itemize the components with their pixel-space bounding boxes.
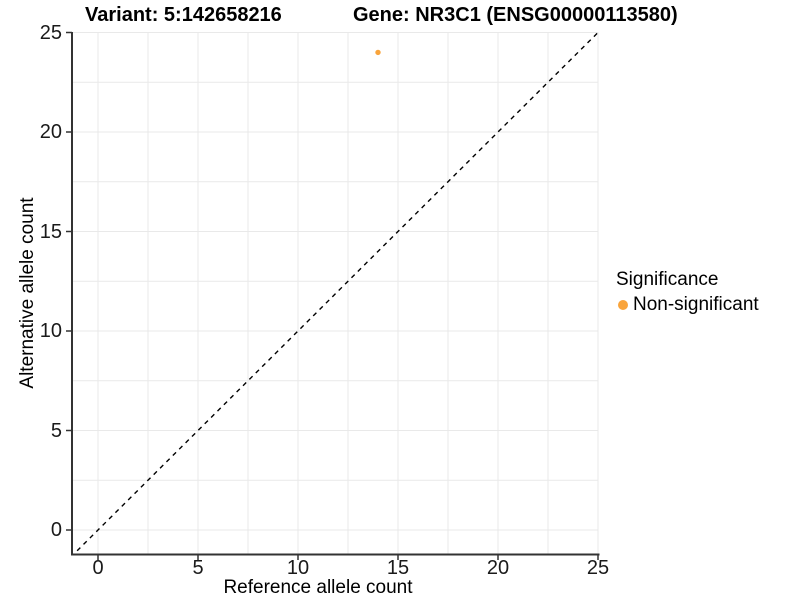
y-axis-title: Alternative allele count bbox=[17, 197, 38, 389]
y-tick-label: 20 bbox=[39, 121, 62, 143]
y-tick-label: 10 bbox=[39, 320, 62, 342]
x-tick-label: 0 bbox=[92, 557, 104, 579]
legend-item-label: Non-significant bbox=[633, 294, 759, 315]
legend-point-icon bbox=[618, 300, 628, 310]
legend-title: Significance bbox=[616, 269, 719, 290]
x-tick-label: 5 bbox=[192, 557, 204, 579]
y-tick-label: 0 bbox=[50, 519, 62, 541]
x-tick-label: 10 bbox=[286, 557, 310, 579]
y-tick-label: 15 bbox=[39, 220, 62, 243]
plot-title-gene: Gene: NR3C1 (ENSG00000113580) bbox=[353, 4, 678, 26]
data-point bbox=[375, 49, 381, 56]
x-tick-label: 20 bbox=[486, 557, 510, 579]
legend-items: Non-significant bbox=[616, 293, 759, 317]
x-axis-title: Reference allele count bbox=[223, 577, 413, 598]
identity-reference-line bbox=[72, 32, 599, 555]
y-tick-label: 25 bbox=[39, 21, 62, 44]
x-tick-label: 15 bbox=[386, 557, 410, 579]
x-tick-label: 25 bbox=[586, 557, 610, 579]
plot-title-variant: Variant: 5:142658216 bbox=[85, 4, 282, 26]
y-tick-label: 5 bbox=[50, 419, 62, 442]
legend: Significance Non-significant bbox=[616, 268, 759, 317]
legend-item: Non-significant bbox=[616, 293, 759, 317]
